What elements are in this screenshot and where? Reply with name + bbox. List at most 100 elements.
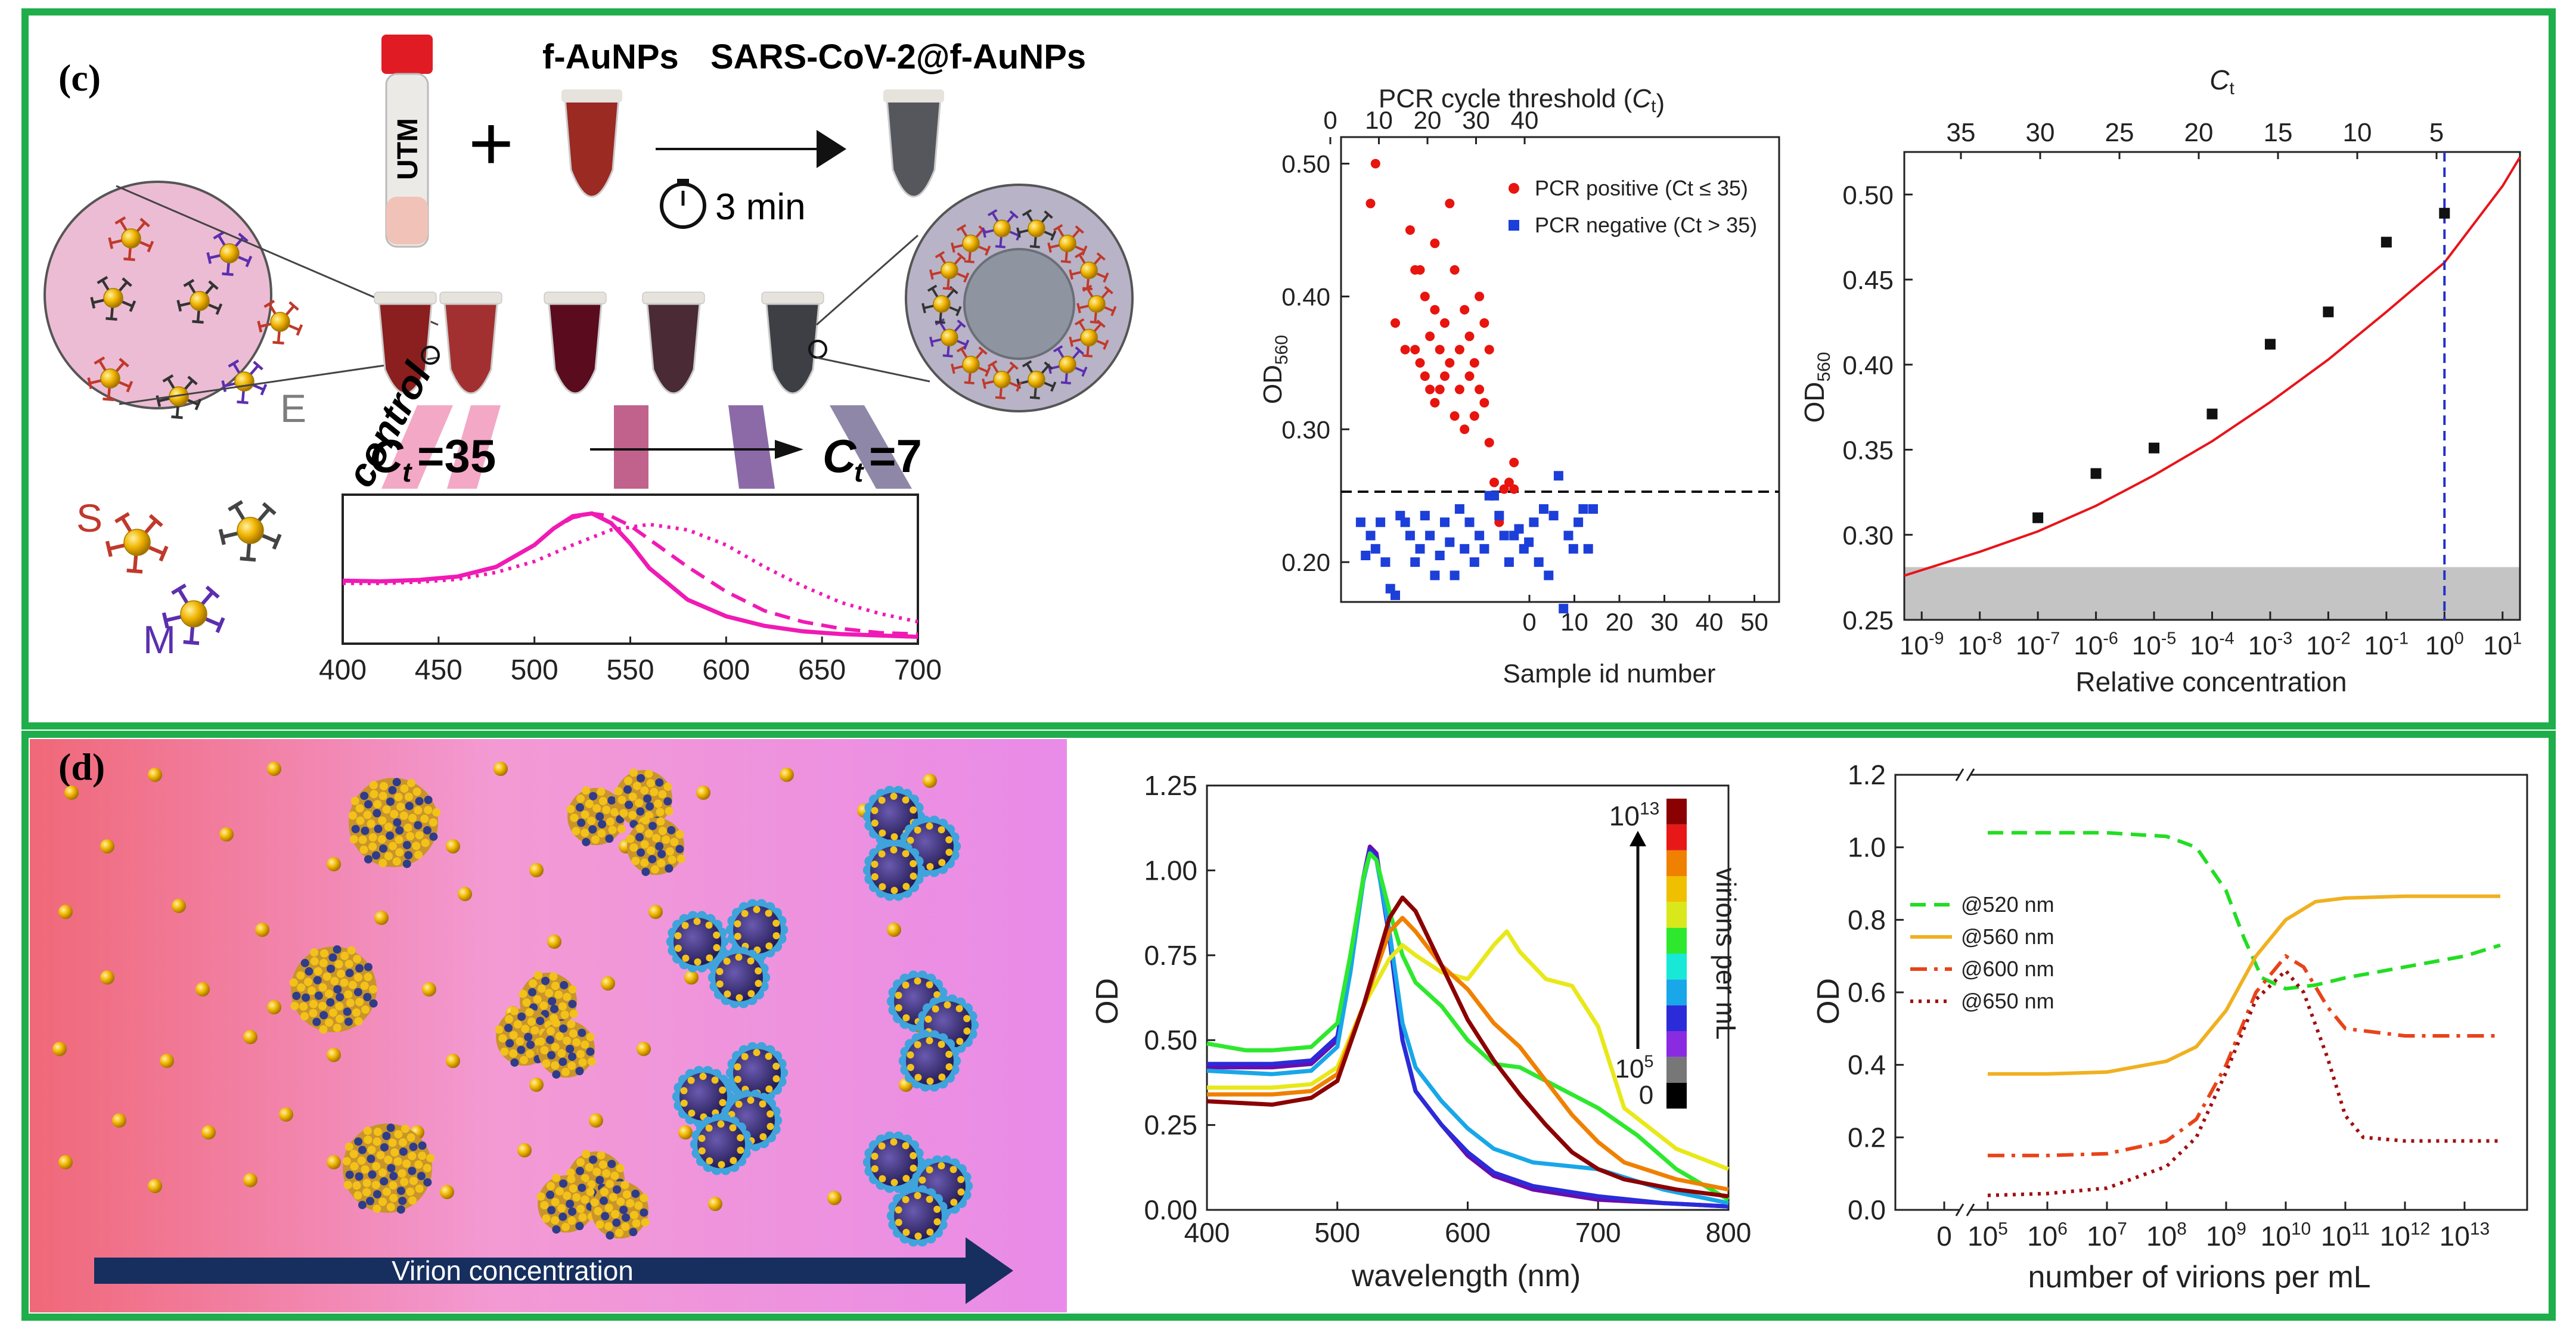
virion-arrow-label: Virion concentration	[392, 1255, 634, 1286]
bound-np	[716, 967, 724, 975]
cluster-np	[617, 824, 626, 833]
bound-np	[950, 1199, 958, 1206]
bound-np	[890, 886, 898, 894]
cluster-np	[567, 1061, 576, 1070]
bound-np	[753, 906, 761, 914]
gold-nanoparticle	[267, 762, 281, 776]
cluster-np	[621, 1222, 630, 1231]
np-zoom-circle	[44, 181, 272, 409]
pcr-negative-point	[1539, 504, 1548, 514]
bound-np	[938, 1162, 945, 1170]
cluster-np	[371, 1181, 380, 1190]
bound-np	[706, 1157, 713, 1165]
bound-np	[945, 836, 953, 844]
pcr-negative-point	[1573, 517, 1584, 527]
y-tick-label: 0.25	[1144, 1110, 1197, 1141]
cluster-np	[548, 997, 557, 1005]
cluster-np	[378, 844, 387, 853]
cluster-np	[667, 825, 676, 834]
pcr-negative-point	[1504, 557, 1514, 567]
panel-c-illustration: (c) UTM + f-AuNPs 3 min SARS-CoV-2@f-AuN…	[44, 35, 1134, 662]
cluster-np	[424, 796, 433, 805]
axis-break-mark	[1966, 1203, 1975, 1216]
cluster-np	[605, 834, 614, 843]
cluster-np	[353, 973, 362, 982]
cluster-np	[350, 1162, 359, 1171]
cluster-np	[546, 1027, 555, 1036]
bound-np	[902, 850, 910, 858]
ligand-head	[218, 529, 226, 545]
gold-core	[993, 219, 1011, 238]
cluster-np	[353, 988, 362, 997]
utm-label: UTM	[392, 118, 424, 180]
cluster-np	[325, 989, 334, 998]
ligand-head	[288, 301, 299, 311]
bound-np	[878, 796, 886, 804]
bound-np	[907, 1063, 914, 1071]
virion	[666, 911, 729, 973]
cluster-np	[336, 993, 344, 1002]
cluster-np	[359, 845, 368, 854]
cluster-np	[587, 1180, 596, 1189]
cluster-np	[322, 972, 331, 981]
bound-np	[914, 977, 921, 985]
bound-np	[765, 909, 772, 917]
cluster-np	[641, 867, 650, 876]
pcr-negative-point	[1365, 530, 1376, 541]
calibration-point	[2439, 207, 2450, 219]
gold-core	[1080, 261, 1098, 280]
pcr-negative-point	[1494, 511, 1504, 521]
virion-body	[679, 1073, 727, 1120]
cluster-np	[589, 1155, 598, 1164]
gold-nanoparticle	[440, 1185, 454, 1199]
bound-np	[907, 1051, 914, 1058]
y-tick-label: 1.00	[1144, 855, 1197, 886]
ct-tube-row	[374, 291, 827, 395]
colorbar-segment	[1666, 824, 1687, 850]
pcr-negative-point	[1410, 557, 1420, 567]
cluster-np	[601, 1212, 610, 1221]
cluster-np	[655, 778, 664, 787]
cluster-np	[658, 790, 667, 799]
pcr-negative-point	[1391, 590, 1400, 600]
cluster-np	[629, 768, 638, 777]
bound-np	[926, 1037, 933, 1045]
pcr-negative-point	[1460, 544, 1470, 554]
gold-core	[933, 295, 951, 313]
cluster-np	[567, 1020, 576, 1029]
cluster-np	[414, 821, 423, 830]
bound-np	[957, 1176, 965, 1184]
gold-nanoparticle	[195, 982, 210, 997]
cluster-np	[353, 1191, 362, 1200]
cluster-np	[414, 850, 423, 859]
cluster-np	[382, 1131, 391, 1140]
x-tick-label: 400	[319, 654, 367, 686]
ligand-head	[262, 502, 277, 516]
cluster-np	[626, 834, 635, 843]
colorbar-segment	[1666, 979, 1687, 1005]
bound-np	[871, 1152, 879, 1160]
spectrum-line-solid	[342, 511, 918, 639]
tube-cap	[761, 291, 824, 305]
pcr-negative-point	[1355, 517, 1365, 527]
cluster-np	[547, 1206, 556, 1215]
cluster-np	[412, 787, 421, 796]
cluster-np	[340, 951, 349, 960]
bound-np	[753, 1049, 761, 1057]
bound-np	[741, 909, 749, 917]
ligand-head	[929, 336, 934, 347]
y-tick-label: 1.25	[1144, 770, 1197, 801]
cluster-np	[394, 1130, 403, 1139]
y-tick-label: 0.40	[1281, 283, 1330, 311]
cluster-np	[314, 991, 323, 1000]
top-tick-label: 30	[1462, 106, 1490, 134]
gold-core	[270, 312, 290, 332]
bound-np	[747, 1097, 755, 1104]
cluster-np	[643, 794, 652, 803]
x-tick-label: 10-6	[2074, 629, 2118, 660]
tube-cap	[642, 291, 705, 305]
cluster-np	[610, 1171, 619, 1180]
ligand-head	[103, 398, 114, 402]
virion	[898, 815, 961, 877]
